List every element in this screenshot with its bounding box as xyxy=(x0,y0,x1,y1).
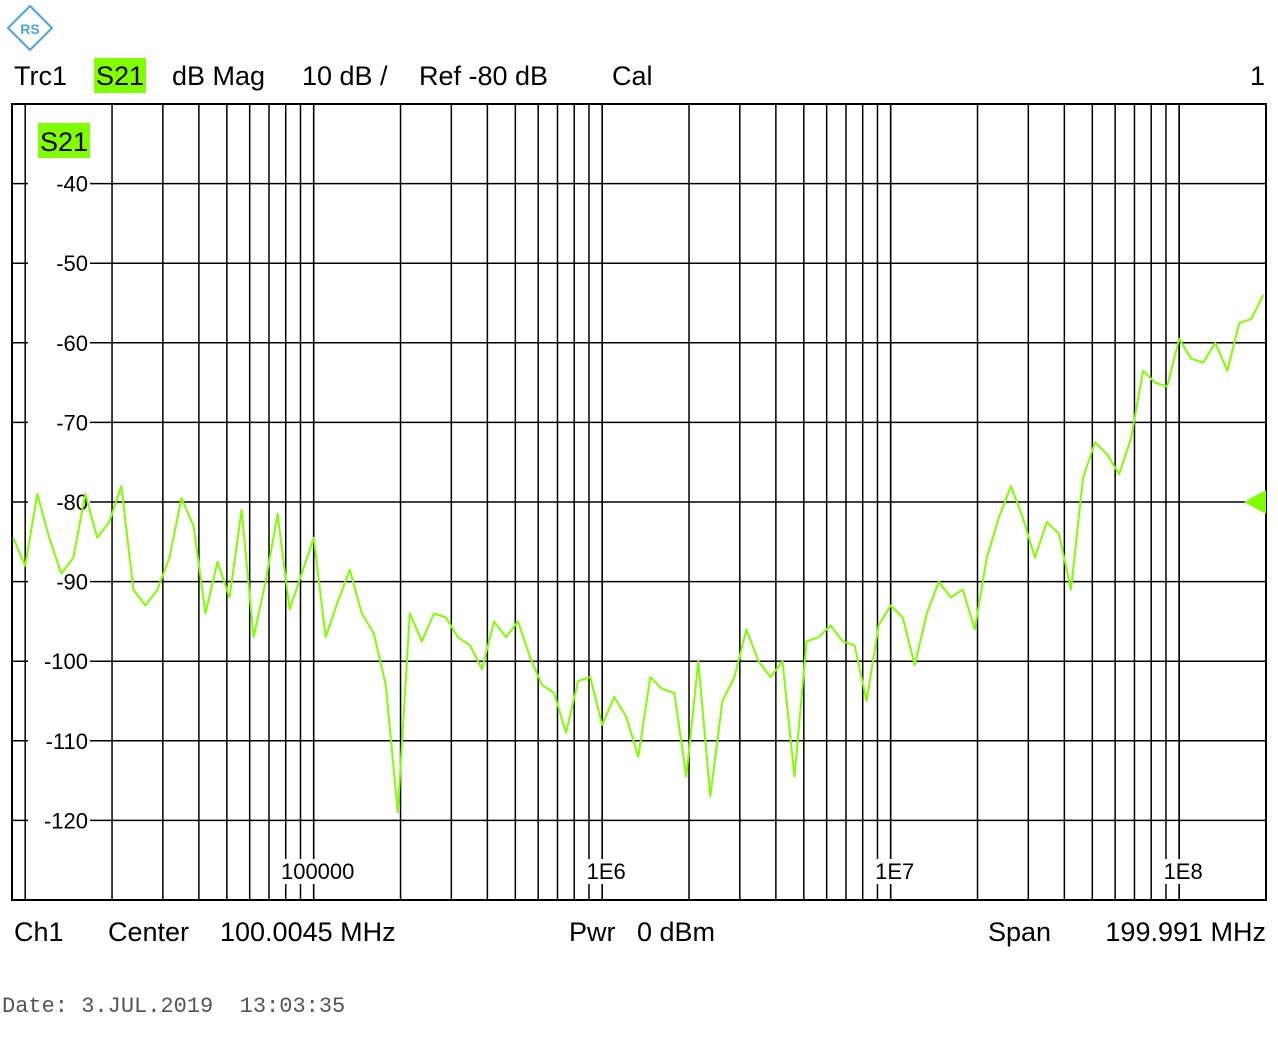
svg-text:RS: RS xyxy=(20,21,39,37)
y-tick-label: -70 xyxy=(56,410,88,435)
label-bg xyxy=(279,859,356,884)
parameter-label: S21 xyxy=(96,61,144,91)
power-value: 0 dBm xyxy=(637,917,715,947)
x-tick-label: 1E7 xyxy=(875,859,914,884)
x-tick-label: 1E6 xyxy=(587,859,626,884)
label-bg xyxy=(28,251,90,276)
y-tick-label: -120 xyxy=(44,808,88,833)
parameter-highlight xyxy=(94,58,147,93)
reference-label: Ref -80 dB xyxy=(419,61,548,91)
label-bg xyxy=(28,569,90,594)
label-bg xyxy=(1162,859,1204,884)
x-tick-label: 100000 xyxy=(281,859,354,884)
x-tick-label: 1E8 xyxy=(1164,859,1203,884)
trace-line xyxy=(12,294,1265,814)
logo: RS xyxy=(6,4,54,52)
format-label: dB Mag xyxy=(172,61,265,91)
legend-label: S21 xyxy=(40,127,88,157)
span-value: 199.991 MHz xyxy=(1105,917,1266,947)
y-tick-label: -40 xyxy=(56,172,88,197)
y-tick-label: -100 xyxy=(44,649,88,674)
reference-marker xyxy=(1244,490,1266,514)
span-label: Span xyxy=(988,917,1051,947)
center-value: 100.0045 MHz xyxy=(220,917,396,947)
y-tick-label: -50 xyxy=(56,251,88,276)
label-bg xyxy=(28,728,90,753)
power-label: Pwr xyxy=(569,917,616,947)
y-tick-label: -110 xyxy=(46,729,88,754)
scale-label: 10 dB / xyxy=(302,61,388,91)
label-bg xyxy=(28,649,90,674)
trace-label: Trc1 xyxy=(14,61,67,91)
label-bg xyxy=(28,410,90,435)
window-label: 1 xyxy=(1250,61,1265,91)
center-label: Center xyxy=(108,917,189,947)
legend-swatch xyxy=(38,123,91,158)
label-bg xyxy=(874,859,916,884)
label-bg xyxy=(28,330,90,355)
label-bg xyxy=(28,171,90,196)
calibration-label: Cal xyxy=(612,61,653,91)
label-bg xyxy=(28,808,90,833)
label-bg xyxy=(585,859,627,884)
channel-label: Ch1 xyxy=(14,917,64,947)
date-stamp: Date: 3.JUL.2019 13:03:35 xyxy=(2,994,345,1019)
y-tick-label: -60 xyxy=(56,331,88,356)
